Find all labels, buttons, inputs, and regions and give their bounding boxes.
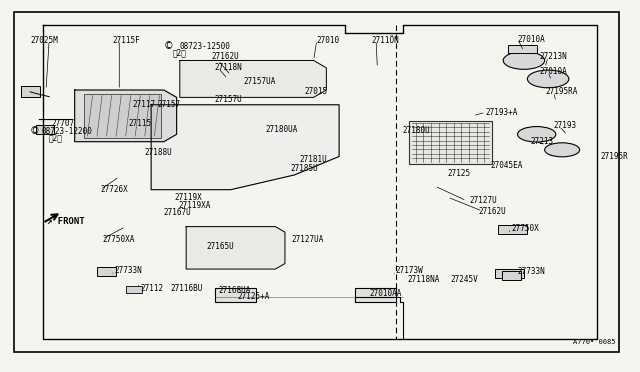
Text: 27117: 27117: [132, 100, 155, 109]
Text: 27118NA: 27118NA: [407, 275, 440, 283]
Bar: [84, 94, 161, 138]
Text: 27733N: 27733N: [115, 266, 143, 275]
Text: ©: ©: [163, 41, 173, 51]
Bar: [20, 86, 40, 97]
Text: 27707: 27707: [51, 119, 74, 128]
Text: 27157U: 27157U: [215, 95, 243, 104]
Text: 27127UA: 27127UA: [291, 235, 324, 244]
Text: 27118N: 27118N: [215, 63, 243, 72]
Bar: [355, 288, 396, 302]
Text: A770• 0085: A770• 0085: [573, 339, 615, 345]
Text: 27180UA: 27180UA: [266, 125, 298, 134]
Text: 27195RA: 27195RA: [545, 87, 577, 96]
Text: 27162U: 27162U: [212, 52, 239, 61]
Text: 27115: 27115: [129, 119, 152, 128]
Bar: [97, 267, 116, 276]
Text: 27010AA: 27010AA: [370, 289, 402, 298]
Text: 27015: 27015: [304, 87, 327, 96]
Text: 27245V: 27245V: [450, 275, 477, 284]
Text: 27116BU: 27116BU: [170, 284, 203, 293]
Ellipse shape: [527, 70, 569, 88]
Text: 27726X: 27726X: [100, 185, 128, 194]
Ellipse shape: [518, 126, 556, 142]
Text: 27045EA: 27045EA: [491, 161, 523, 170]
Text: 。2〃: 。2〃: [49, 134, 63, 142]
Text: 27165U: 27165U: [207, 243, 234, 251]
Text: 27213N: 27213N: [540, 52, 568, 61]
Text: 27119XA: 27119XA: [179, 201, 211, 210]
Text: 27168UA: 27168UA: [218, 286, 250, 295]
Bar: [125, 286, 141, 293]
Text: 27193+A: 27193+A: [486, 108, 518, 117]
Text: 27193: 27193: [554, 121, 577, 130]
Text: 2711ÖN: 2711ÖN: [371, 36, 399, 45]
Text: 27157: 27157: [157, 100, 180, 109]
Text: 08723-12200: 08723-12200: [42, 127, 92, 136]
Text: ↗ FRONT: ↗ FRONT: [47, 217, 85, 225]
Text: 27733N: 27733N: [518, 267, 545, 276]
Text: 27181U: 27181U: [300, 155, 327, 164]
Polygon shape: [180, 61, 326, 97]
Bar: [409, 121, 492, 164]
Text: 27125: 27125: [447, 169, 470, 177]
Bar: [502, 271, 521, 280]
Bar: [215, 288, 256, 302]
Text: 27115F: 27115F: [113, 36, 141, 45]
Text: 08723-12500: 08723-12500: [180, 42, 230, 51]
Polygon shape: [151, 105, 339, 190]
Text: 27162U: 27162U: [478, 206, 506, 216]
Text: 27188U: 27188U: [145, 148, 173, 157]
Text: 27180U: 27180U: [403, 126, 431, 135]
Text: 27010: 27010: [317, 36, 340, 45]
Polygon shape: [75, 90, 177, 142]
Bar: [508, 45, 537, 53]
Text: 27750XA: 27750XA: [102, 235, 134, 244]
Text: 27010A: 27010A: [540, 67, 568, 76]
Text: 27213: 27213: [531, 137, 554, 146]
Text: 27119X: 27119X: [175, 193, 202, 202]
Bar: [36, 125, 54, 134]
Text: 27025M: 27025M: [30, 36, 58, 45]
Text: 27750X: 27750X: [511, 224, 539, 233]
Text: 27195R: 27195R: [600, 152, 628, 161]
Text: 27167U: 27167U: [164, 208, 191, 217]
Text: 27173W: 27173W: [395, 266, 423, 275]
Ellipse shape: [503, 52, 545, 69]
Text: 27185U: 27185U: [290, 164, 318, 173]
Text: 27127U: 27127U: [470, 196, 497, 205]
Bar: [499, 225, 527, 234]
Text: 27125+A: 27125+A: [237, 292, 269, 301]
Ellipse shape: [545, 143, 580, 157]
Text: 27010A: 27010A: [518, 35, 545, 44]
Bar: [495, 269, 524, 278]
Text: 27112: 27112: [140, 284, 163, 293]
Text: 27157UA: 27157UA: [244, 77, 276, 86]
Text: ©: ©: [29, 126, 40, 137]
Polygon shape: [186, 227, 285, 269]
Text: 。2〃: 。2〃: [172, 49, 186, 58]
